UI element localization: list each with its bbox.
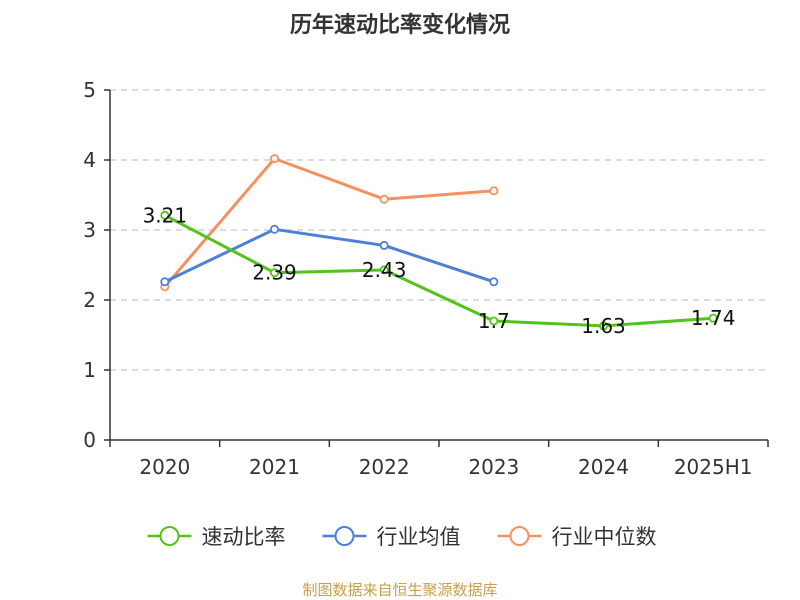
- axes: 0 1 2 3 4 5 2020 2021 2022 2023 2024 2025H1: [83, 78, 769, 479]
- series-layer: [160, 154, 718, 331]
- chart-title: 历年速动比率变化情况: [290, 12, 510, 38]
- legend-marker-icon: [509, 526, 530, 546]
- y-tick-label: 4: [83, 148, 96, 172]
- y-tick-label: 2: [83, 288, 96, 312]
- y-tick-label: 0: [83, 428, 96, 452]
- data-point: [269, 154, 279, 164]
- x-tick-label: 2023: [468, 455, 519, 479]
- legend-item[interactable]: 行业均值: [322, 525, 461, 549]
- data-label: 2.43: [362, 258, 407, 282]
- data-point: [160, 210, 170, 220]
- legend-label: 速动比率: [202, 525, 286, 549]
- data-point: [160, 277, 170, 287]
- legend-item[interactable]: 速动比率: [147, 525, 286, 549]
- x-tick-label: 2025H1: [674, 455, 753, 479]
- series-line: [164, 227, 495, 284]
- legend: 速动比率 行业均值 行业中位数: [147, 525, 657, 549]
- data-label: 1.74: [691, 306, 736, 330]
- x-tick-label: 2024: [578, 455, 629, 479]
- series-line: [163, 157, 494, 288]
- data-point: [489, 186, 499, 196]
- y-tick-label: 5: [83, 78, 96, 102]
- data-label: 1.63: [581, 314, 626, 338]
- x-tick-label: 2022: [359, 455, 410, 479]
- x-tick-label: 2020: [139, 455, 190, 479]
- data-point: [599, 321, 609, 331]
- legend-marker-icon: [159, 526, 180, 546]
- gridlines: [110, 89, 768, 371]
- legend-label: 行业均值: [377, 525, 461, 549]
- data-label: 2.39: [252, 261, 297, 285]
- data-point: [379, 265, 389, 275]
- data-point: [379, 240, 389, 250]
- data-point: [269, 268, 279, 278]
- y-tick-label: 3: [83, 218, 96, 242]
- series-1: [160, 210, 718, 331]
- legend-item[interactable]: 行业中位数: [497, 525, 657, 549]
- data-point: [269, 224, 279, 234]
- x-tick-label: 2021: [249, 455, 300, 479]
- data-point: [379, 194, 389, 204]
- legend-marker-icon: [334, 526, 355, 546]
- source-note: 制图数据来自恒生聚源数据库: [302, 581, 497, 599]
- data-point: [489, 277, 499, 287]
- series-line: [164, 213, 714, 328]
- data-label: 1.7: [478, 309, 510, 333]
- y-tick-label: 1: [83, 358, 96, 382]
- data-labels: 3.21 2.39 2.43 1.7 1.63 1.74: [143, 203, 736, 338]
- data-point: [708, 313, 718, 323]
- data-label: 3.21: [143, 203, 188, 227]
- series-2: [160, 224, 499, 287]
- data-point: [489, 316, 499, 326]
- legend-label: 行业中位数: [552, 525, 657, 549]
